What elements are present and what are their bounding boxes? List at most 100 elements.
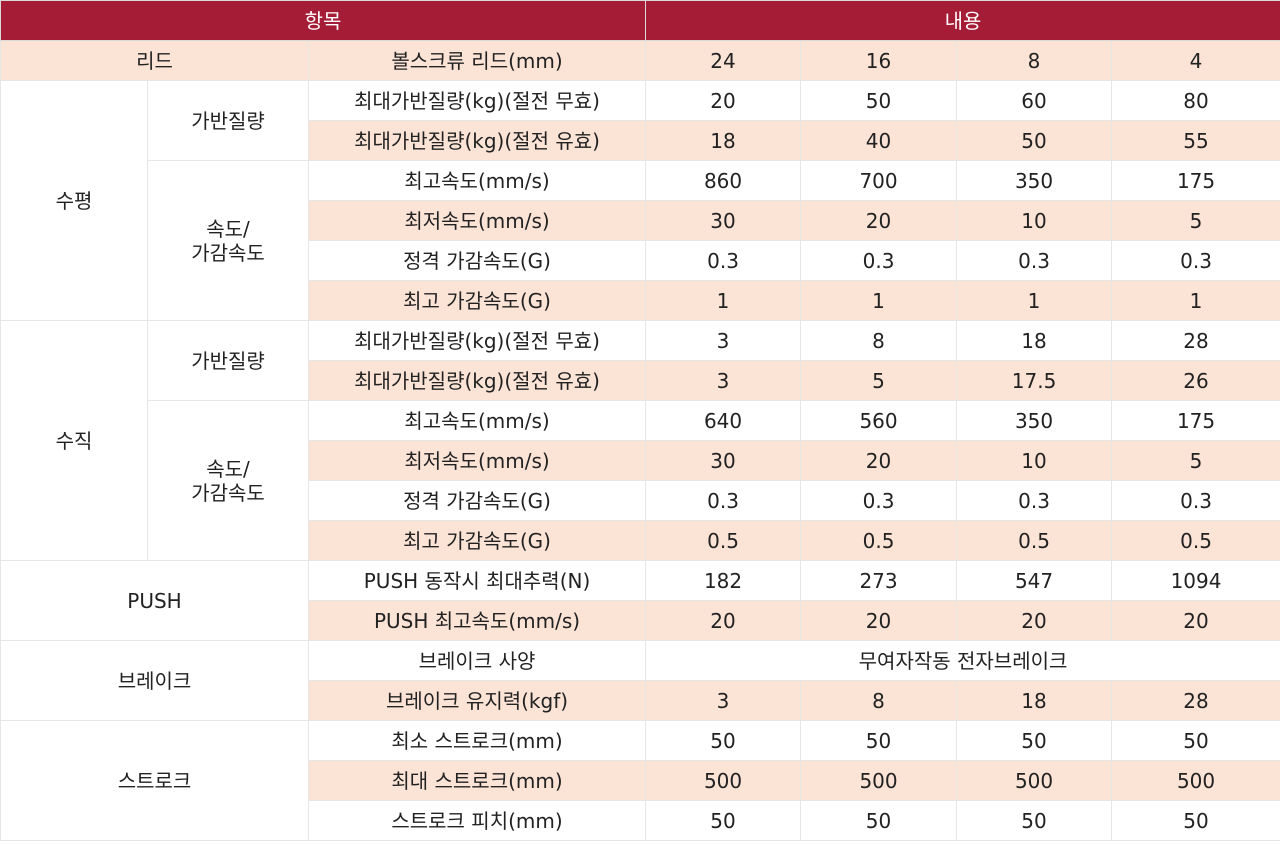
cell-value: 50 xyxy=(800,80,958,121)
cell-value: 20 xyxy=(645,600,802,641)
row-label: 최고속도(mm/s) xyxy=(307,400,647,441)
stroke-label: 스트로크 xyxy=(0,720,309,841)
row-label: 최저속도(mm/s) xyxy=(307,200,647,241)
cell-value: 26 xyxy=(1111,360,1280,401)
vertical-payload-label: 가반질량 xyxy=(147,320,309,401)
cell-value: 80 xyxy=(1111,80,1280,121)
cell-value: 1094 xyxy=(1111,560,1280,601)
cell-value: 60 xyxy=(956,80,1113,121)
table-row: 브레이크 유지력(kgf) 3 8 18 28 xyxy=(1,680,1280,721)
horizontal-label: 수평 xyxy=(0,80,148,321)
cell-value: 273 xyxy=(800,560,958,601)
table-row: 최대 스트로크(mm) 500 500 500 500 xyxy=(1,760,1280,801)
cell-value: 20 xyxy=(800,440,958,481)
brake-spec-value: 무여자작동 전자브레이크 xyxy=(645,640,1280,681)
row-label: 최고 가감속도(G) xyxy=(307,520,647,561)
table-row: 최대가반질량(kg)(절전 유효) 18 40 50 55 xyxy=(1,120,1280,161)
table-row: 수평 가반질량 최대가반질량(kg)(절전 무효) 20 50 60 80 xyxy=(0,80,1280,321)
cell-value: 500 xyxy=(645,760,802,801)
lead-value: 8 xyxy=(956,40,1113,81)
row-label: 최대 스트로크(mm) xyxy=(307,760,647,801)
cell-value: 1 xyxy=(800,280,958,321)
row-label: 최대가반질량(kg)(절전 무효) xyxy=(307,80,647,121)
speed-label-line: 속도/ xyxy=(206,456,250,481)
cell-value: 1 xyxy=(1111,280,1280,321)
cell-value: 18 xyxy=(956,680,1113,721)
table-row: 최대가반질량(kg)(절전 유효) 3 5 17.5 26 xyxy=(1,360,1280,401)
header-content: 내용 xyxy=(645,0,1280,41)
cell-value: 1 xyxy=(645,280,802,321)
cell-value: 0.3 xyxy=(800,240,958,281)
cell-value: 547 xyxy=(956,560,1113,601)
cell-value: 500 xyxy=(1111,760,1280,801)
cell-value: 8 xyxy=(800,680,958,721)
table-row: 리드 볼스크류 리드(mm) 24 16 8 4 xyxy=(0,40,1280,81)
cell-value: 10 xyxy=(956,440,1113,481)
table-row: 속도/ 가감속도 최고속도(mm/s) 640 560 350 175 xyxy=(1,400,1280,561)
cell-value: 30 xyxy=(645,200,802,241)
row-label: 최대가반질량(kg)(절전 무효) xyxy=(307,320,647,361)
table-row: PUSH 최고속도(mm/s) 20 20 20 20 xyxy=(1,600,1280,641)
cell-value: 18 xyxy=(645,120,802,161)
table-row: 최저속도(mm/s) 30 20 10 5 xyxy=(1,200,1280,241)
table-row: 최고 가감속도(G) 0.5 0.5 0.5 0.5 xyxy=(1,520,1280,561)
cell-value: 5 xyxy=(1111,200,1280,241)
speed-label-line: 가감속도 xyxy=(191,480,265,505)
cell-value: 5 xyxy=(800,360,958,401)
cell-value: 640 xyxy=(645,400,802,441)
vertical-label: 수직 xyxy=(0,320,148,561)
cell-value: 0.3 xyxy=(956,240,1113,281)
cell-value: 40 xyxy=(800,120,958,161)
cell-value: 560 xyxy=(800,400,958,441)
cell-value: 30 xyxy=(645,440,802,481)
cell-value: 8 xyxy=(800,320,958,361)
table-row: 수직 가반질량 최대가반질량(kg)(절전 무효) 3 8 18 28 xyxy=(0,320,1280,561)
row-label: PUSH 동작시 최대추력(N) xyxy=(307,560,647,601)
cell-value: 28 xyxy=(1111,320,1280,361)
lead-value: 24 xyxy=(645,40,802,81)
table-row: 속도/ 가감속도 최고속도(mm/s) 860 700 350 175 xyxy=(1,160,1280,321)
cell-value: 50 xyxy=(956,120,1113,161)
speed-label-line: 속도/ xyxy=(206,216,250,241)
table-row: 정격 가감속도(G) 0.3 0.3 0.3 0.3 xyxy=(1,240,1280,281)
horizontal-speed-label: 속도/ 가감속도 xyxy=(147,160,309,321)
cell-value: 182 xyxy=(645,560,802,601)
row-label: 브레이크 사양 xyxy=(307,640,647,681)
table-row: PUSH PUSH 동작시 최대추력(N) 182 273 547 1094 xyxy=(0,560,1280,641)
cell-value: 10 xyxy=(956,200,1113,241)
cell-value: 0.3 xyxy=(956,480,1113,521)
brake-label: 브레이크 xyxy=(0,640,309,721)
cell-value: 20 xyxy=(800,200,958,241)
row-label: 최소 스트로크(mm) xyxy=(307,720,647,761)
cell-value: 20 xyxy=(956,600,1113,641)
row-label: 최고 가감속도(G) xyxy=(307,280,647,321)
cell-value: 50 xyxy=(1111,720,1280,761)
cell-value: 500 xyxy=(800,760,958,801)
cell-value: 700 xyxy=(800,160,958,201)
cell-value: 55 xyxy=(1111,120,1280,161)
cell-value: 175 xyxy=(1111,400,1280,441)
cell-value: 350 xyxy=(956,160,1113,201)
lead-sub-label: 볼스크류 리드(mm) xyxy=(307,40,647,81)
table-row: 최고 가감속도(G) 1 1 1 1 xyxy=(1,280,1280,321)
cell-value: 3 xyxy=(645,320,802,361)
cell-value: 3 xyxy=(645,680,802,721)
vertical-speed-label: 속도/ 가감속도 xyxy=(147,400,309,561)
cell-value: 50 xyxy=(800,800,958,841)
cell-value: 50 xyxy=(1111,800,1280,841)
cell-value: 28 xyxy=(1111,680,1280,721)
cell-value: 0.3 xyxy=(1111,240,1280,281)
cell-value: 50 xyxy=(800,720,958,761)
cell-value: 0.5 xyxy=(800,520,958,561)
cell-value: 0.5 xyxy=(956,520,1113,561)
cell-value: 3 xyxy=(645,360,802,401)
row-label: PUSH 최고속도(mm/s) xyxy=(307,600,647,641)
cell-value: 0.3 xyxy=(645,480,802,521)
row-label: 브레이크 유지력(kgf) xyxy=(307,680,647,721)
speed-label-line: 가감속도 xyxy=(191,240,265,265)
cell-value: 0.3 xyxy=(1111,480,1280,521)
cell-value: 175 xyxy=(1111,160,1280,201)
cell-value: 0.3 xyxy=(800,480,958,521)
row-label: 스트로크 피치(mm) xyxy=(307,800,647,841)
